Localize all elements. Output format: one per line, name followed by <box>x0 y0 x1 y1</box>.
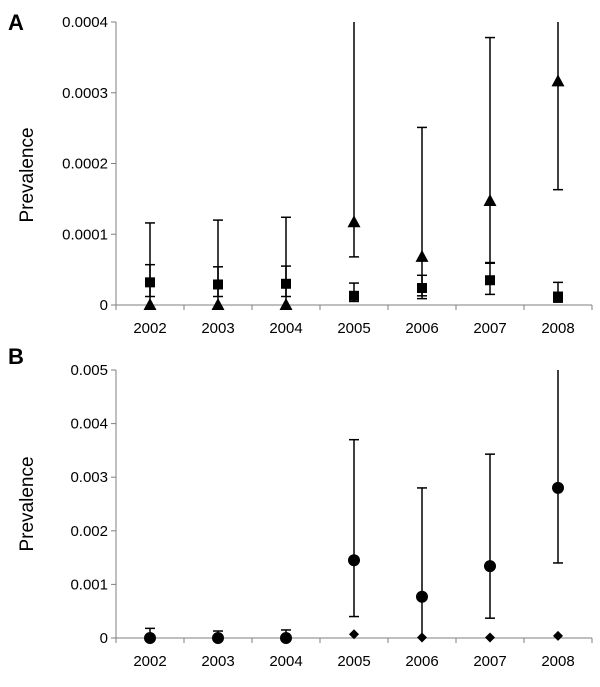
panel-b-y-tick-label: 0.004 <box>70 416 108 433</box>
panel-b-data-point-diamond <box>349 629 359 640</box>
panel-a-x-tick-label: 2006 <box>405 320 438 337</box>
panel-b-data-point-circle <box>552 481 564 494</box>
panel-b-data-point-circle <box>348 554 360 567</box>
panel-a-data-point-square <box>145 277 155 288</box>
panel-a-y-tick-label: 0 <box>100 297 108 314</box>
panel-b-x-tick-label: 2002 <box>133 653 166 670</box>
panel-a-data-point-triangle <box>551 74 565 87</box>
panel-a-y-tick-label: 0.0002 <box>62 156 108 173</box>
panel-a-x-tick-label: 2004 <box>269 320 302 337</box>
panel-b-prevalence-chart: B Prevalence 0 0.001 0.002 0.003 0.004 0.005 2… <box>8 344 593 670</box>
panel-a-x-tick-label: 2002 <box>133 320 166 337</box>
panel-a-data-point-square <box>553 291 563 302</box>
panel-a-data-point-triangle <box>143 298 157 310</box>
panel-b-x-tick-label: 2005 <box>337 653 370 670</box>
panel-a-data-point-triangle <box>279 298 293 310</box>
panel-b-data-point-diamond <box>417 632 427 643</box>
panel-a-data-point-triangle <box>211 298 225 310</box>
panel-a-label: A <box>8 10 24 35</box>
panel-b-y-tick-label: 0.001 <box>70 576 108 593</box>
panel-a-x-tick-label: 2008 <box>541 320 574 337</box>
panel-a-y-tick-label: 0.0001 <box>62 226 108 243</box>
panel-a-prevalence-chart: A Prevalence 0 0.0001 0.0002 0.0003 0.0004 20… <box>8 10 593 337</box>
panel-b-y-tick-label: 0.005 <box>70 362 108 379</box>
panel-b-y-tick-label: 0 <box>100 630 108 647</box>
panel-a-data-point-triangle <box>483 193 497 206</box>
panel-a-y-tick-label: 0.0003 <box>62 85 108 102</box>
panel-b-y-tick-label: 0.002 <box>70 523 108 540</box>
panel-b-data-point-circle <box>484 560 496 573</box>
panel-a-x-tick-label: 2005 <box>337 320 370 337</box>
panel-a-data-point-square <box>485 275 495 286</box>
panel-b-x-tick-label: 2003 <box>201 653 234 670</box>
panel-a-data-point-square <box>349 290 359 301</box>
panel-a-x-tick-label: 2007 <box>473 320 506 337</box>
panel-b-data-point-circle <box>280 632 292 644</box>
panel-a-y-tick-label: 0.0004 <box>62 14 108 31</box>
panel-b-data-point-diamond <box>553 630 563 641</box>
panel-b-x-tick-label: 2008 <box>541 653 574 670</box>
panel-b-x-tick-label: 2006 <box>405 653 438 670</box>
panel-b-y-tick-label: 0.003 <box>70 469 108 486</box>
panel-a-y-axis-title: Prevalence <box>17 127 38 222</box>
panel-a-data-point-square <box>281 278 291 289</box>
panel-b-data-point-circle <box>144 632 156 644</box>
panel-a-data-point-square <box>213 279 223 290</box>
panel-b-x-tick-label: 2007 <box>473 653 506 670</box>
panel-b-label: B <box>8 344 24 369</box>
panel-a-x-tick-label: 2003 <box>201 320 234 337</box>
panel-b-data-point-circle <box>416 590 428 603</box>
panel-a-data-point-triangle <box>415 249 429 262</box>
panel-a-data-point-triangle <box>347 215 361 228</box>
panel-b-data-point-circle <box>212 632 224 644</box>
panel-a-data-point-square <box>417 283 427 294</box>
panel-b-data-point-diamond <box>485 632 495 643</box>
panel-b-x-tick-label: 2004 <box>269 653 302 670</box>
panel-b-y-axis-title: Prevalence <box>17 456 38 551</box>
